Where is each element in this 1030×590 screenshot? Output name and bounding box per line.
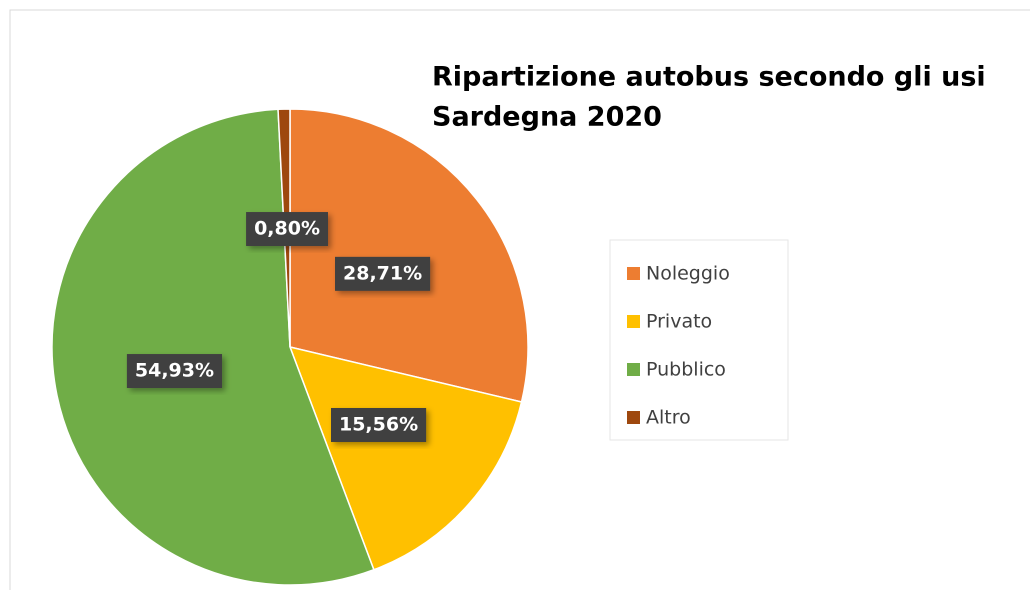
data-label-bg [246, 212, 328, 247]
data-label-bg [126, 354, 223, 389]
legend-label: Noleggio [646, 263, 730, 285]
data-label: 28,71% [335, 256, 431, 291]
data-label: 15,56% [330, 407, 427, 442]
data-label-text: 0,80% [254, 218, 320, 240]
chart-title: Ripartizione autobus secondo gli usi [432, 62, 986, 93]
data-label-text: 28,71% [343, 262, 422, 284]
legend-swatch [627, 267, 640, 280]
pie-slice [51, 108, 375, 586]
data-label-text: 54,93% [135, 360, 214, 382]
legend-swatch [627, 411, 640, 424]
legend-label: Pubblico [646, 359, 726, 381]
pie-slice [289, 108, 529, 403]
chart-border [9, 9, 1030, 590]
pie [51, 108, 529, 586]
legend-label: Privato [646, 311, 712, 333]
legend-swatch [627, 363, 640, 376]
data-label: 0,80% [246, 212, 328, 247]
data-label-bg [335, 256, 431, 291]
data-label-text: 15,56% [339, 413, 418, 435]
chart-subtitle: Sardegna 2020 [432, 102, 662, 133]
legend: Noleggio Privato Pubblico Altro [627, 263, 730, 429]
legend-swatch [627, 315, 640, 328]
labels: 28,71% 15,56% 54,93% 0,80% [126, 212, 431, 442]
data-label: 54,93% [126, 354, 223, 389]
legend-label: Altro [646, 407, 691, 429]
pie-slice [288, 345, 523, 571]
data-label-bg [330, 407, 427, 442]
